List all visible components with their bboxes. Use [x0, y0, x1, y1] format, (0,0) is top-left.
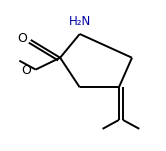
Text: O: O [22, 64, 32, 77]
Text: O: O [17, 32, 27, 45]
Text: H₂N: H₂N [69, 15, 91, 28]
